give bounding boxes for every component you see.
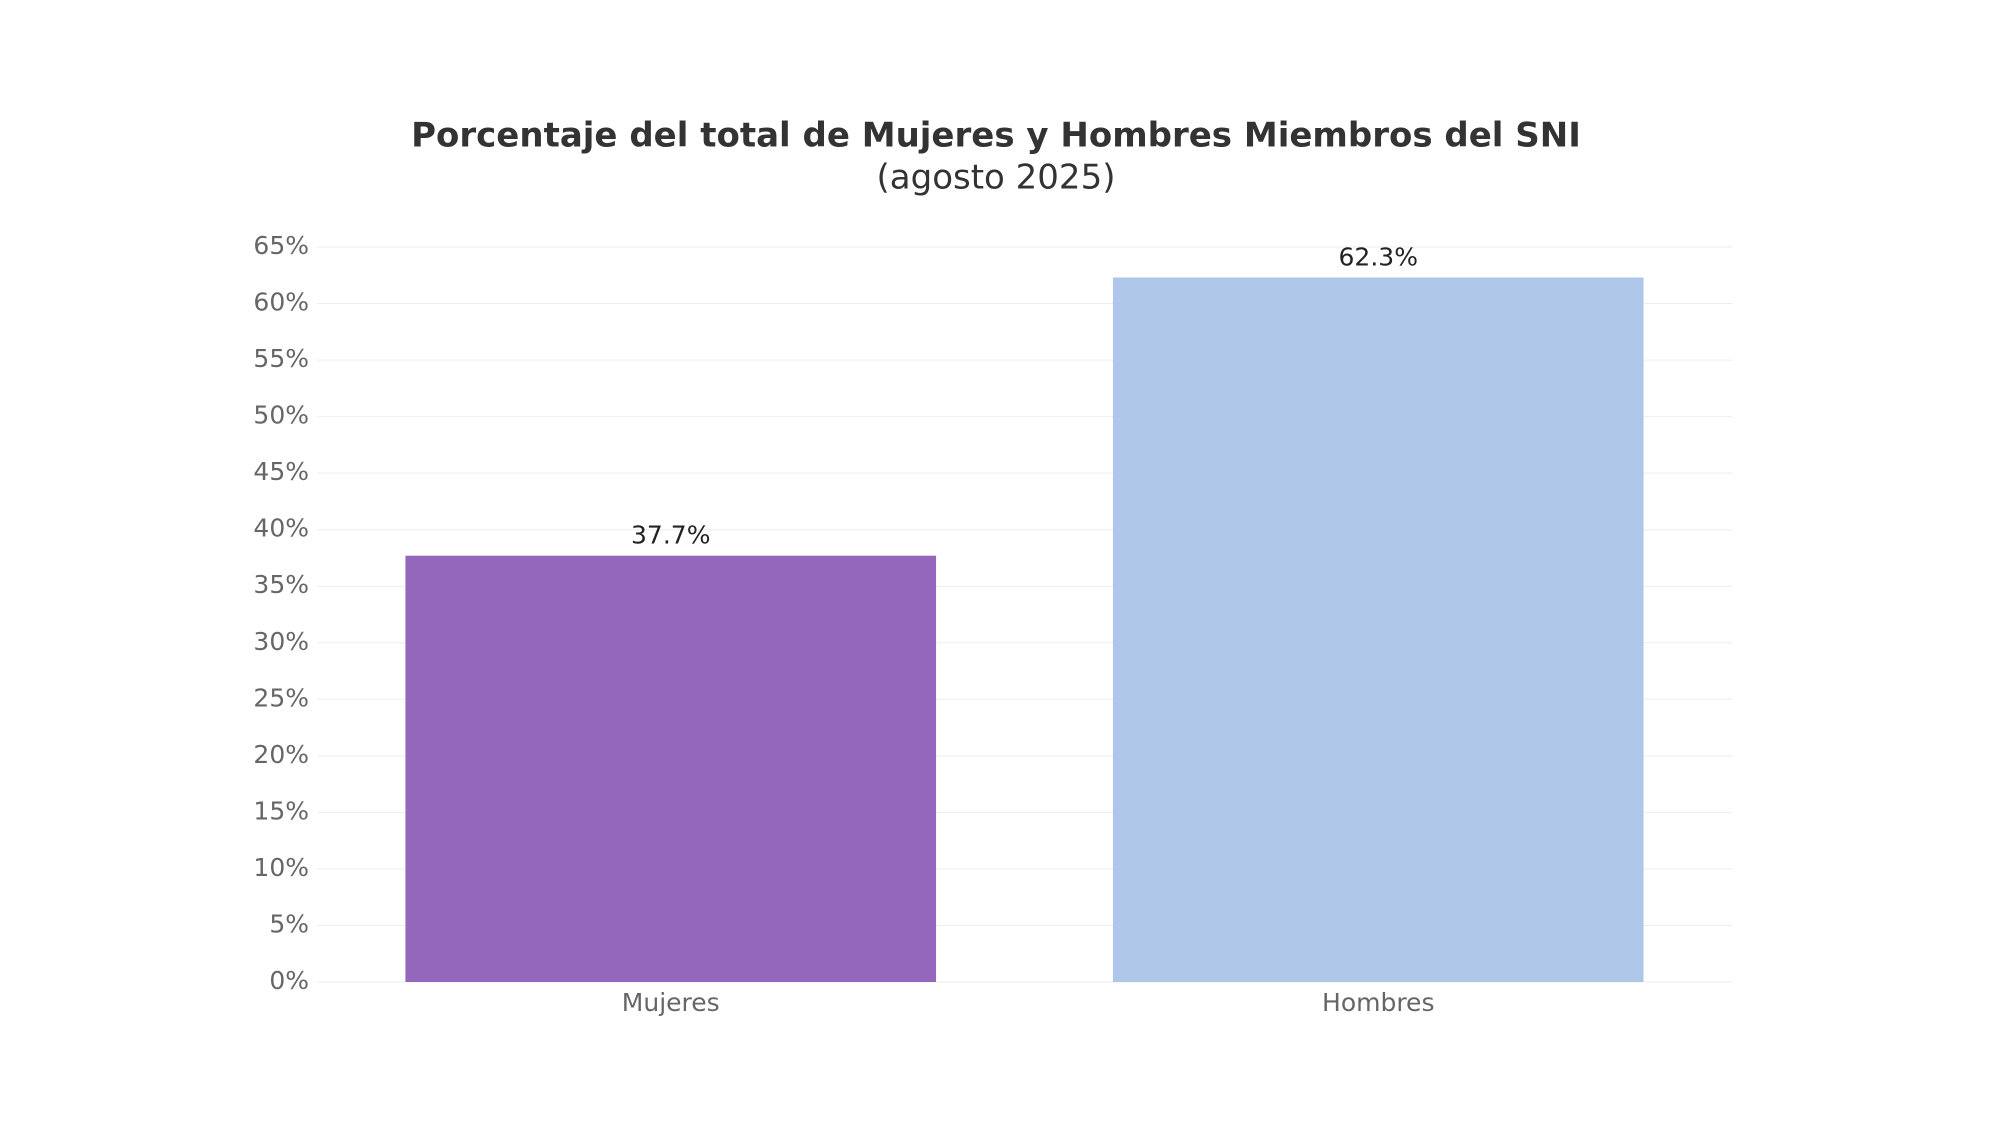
chart-subtitle: (agosto 2025) xyxy=(877,158,1116,198)
y-tick-label: 10% xyxy=(253,853,309,882)
y-tick-label: 35% xyxy=(253,570,309,599)
y-tick-label: 30% xyxy=(253,627,309,656)
y-tick-label: 60% xyxy=(253,288,309,317)
y-tick-label: 50% xyxy=(253,401,309,430)
chart-title: Porcentaje del total de Mujeres y Hombre… xyxy=(411,116,1581,156)
y-tick-label: 45% xyxy=(253,457,309,486)
y-tick-label: 15% xyxy=(253,796,309,825)
y-tick-label: 20% xyxy=(253,740,309,769)
y-tick-label: 65% xyxy=(253,231,309,260)
y-tick-label: 25% xyxy=(253,683,309,712)
y-tick-label: 0% xyxy=(269,966,309,995)
bar xyxy=(1112,277,1644,982)
x-tick-label: Mujeres xyxy=(622,988,720,1017)
value-label: 37.7% xyxy=(631,521,710,550)
x-tick-label: Hombres xyxy=(1322,988,1434,1017)
y-tick-label: 40% xyxy=(253,514,309,543)
value-label: 62.3% xyxy=(1339,243,1418,272)
y-tick-label: 5% xyxy=(269,909,309,938)
y-tick-label: 55% xyxy=(253,344,309,373)
bar xyxy=(405,555,937,982)
